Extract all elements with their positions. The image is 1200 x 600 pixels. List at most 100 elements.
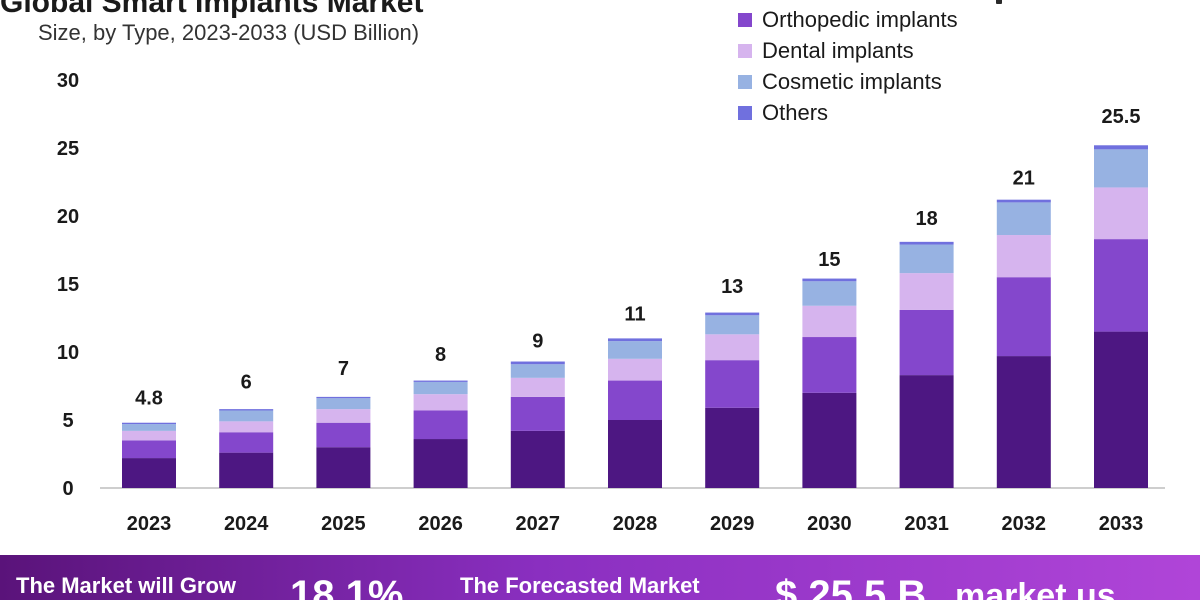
bar-segment xyxy=(996,356,1051,488)
bar-total-label: 7 xyxy=(338,358,349,380)
y-tick-label: 30 xyxy=(57,70,79,92)
legend-item-cosmetic: Cosmetic implants xyxy=(738,66,958,97)
bar-segment xyxy=(802,337,857,393)
bar-segment xyxy=(510,430,565,488)
bar-segment xyxy=(413,410,468,440)
bar-segment xyxy=(510,396,565,431)
y-tick-label: 5 xyxy=(62,410,73,432)
x-tick-label: 2030 xyxy=(807,513,852,535)
bar-segment xyxy=(899,241,954,245)
bar-segment xyxy=(802,305,857,338)
legend-label-dental: Dental implants xyxy=(762,37,914,63)
bar-segment xyxy=(219,421,274,433)
x-tick-label: 2027 xyxy=(516,513,561,535)
legend-swatch-cosmetic xyxy=(738,74,752,89)
x-tick-label: 2031 xyxy=(904,513,949,535)
bar-segment xyxy=(802,281,857,306)
legend-label-others: Others xyxy=(762,99,829,125)
stacked-bar-chart: 0510152025304.82023620247202582026920271… xyxy=(57,70,1165,535)
bar-segment xyxy=(219,409,274,411)
legend-swatch-dental xyxy=(738,43,752,58)
bar-segment xyxy=(705,407,760,488)
legend-label-orthopedic: Orthopedic implants xyxy=(762,6,958,32)
bar-segment xyxy=(219,452,274,488)
bar-segment xyxy=(608,358,662,381)
bar-segment xyxy=(122,424,176,431)
bar-segment xyxy=(122,430,176,441)
bar-segment xyxy=(316,396,371,399)
bar-segment xyxy=(705,315,760,335)
chart-subtitle: Size, by Type, 2023-2033 (USD Billion) xyxy=(38,20,420,45)
bar-segment xyxy=(219,432,274,453)
bar-segment xyxy=(899,375,954,488)
bar-segment xyxy=(1094,239,1148,332)
bar-segment xyxy=(608,420,662,488)
bar-total-label: 11 xyxy=(624,303,645,325)
legend-swatch-orthopedic xyxy=(738,12,752,27)
bar-total-label: 9 xyxy=(532,331,543,353)
chart-title: Global Smart Implants Market xyxy=(0,0,424,19)
y-tick-label: 20 xyxy=(57,206,79,228)
legend-fragment xyxy=(996,0,1002,4)
bar-segment xyxy=(996,199,1051,203)
bar-segment xyxy=(413,381,468,395)
legend-label-cosmetic: Cosmetic implants xyxy=(762,68,942,94)
bar-segment xyxy=(122,440,176,459)
bar-total-label: 6 xyxy=(241,371,252,393)
bar-segment xyxy=(316,447,371,488)
bar-total-label: 25.5 xyxy=(1102,106,1141,128)
bar-total-label: 21 xyxy=(1013,167,1035,189)
bar-segment xyxy=(608,338,662,342)
bar-segment xyxy=(899,244,954,274)
footer-grow-label: The Market will Grow xyxy=(16,573,237,598)
legend-item-orthopedic: Orthopedic implants xyxy=(738,4,958,35)
bar-total-label: 18 xyxy=(915,208,937,230)
bar-segment xyxy=(510,364,565,378)
bar-total-label: 15 xyxy=(818,249,840,271)
bar-segment xyxy=(802,392,857,488)
bar-segment xyxy=(316,398,371,410)
bar-segment xyxy=(1094,149,1148,188)
bar-total-label: 4.8 xyxy=(135,388,163,410)
bar-segment xyxy=(316,409,371,423)
bar-segment xyxy=(705,360,760,408)
x-tick-label: 2033 xyxy=(1099,513,1144,535)
bar-segment xyxy=(705,334,760,361)
bar-segment xyxy=(510,361,565,365)
legend-item-dental: Dental implants xyxy=(738,35,958,66)
y-tick-label: 10 xyxy=(57,342,79,364)
bar-segment xyxy=(219,410,274,422)
x-tick-label: 2023 xyxy=(127,513,172,535)
footer-forecast-label: The Forecasted Market xyxy=(460,573,700,598)
footer-banner: The Market will Grow 18.1% The Forecaste… xyxy=(0,555,1200,600)
bar-segment xyxy=(122,422,176,425)
bar-segment xyxy=(122,458,176,488)
x-tick-label: 2028 xyxy=(613,513,658,535)
footer-forecast-value: $ 25.5 B xyxy=(775,573,927,600)
bar-segment xyxy=(1094,145,1148,150)
bar-segment xyxy=(316,422,371,448)
bar-segment xyxy=(413,394,468,411)
bar-segment xyxy=(996,277,1051,357)
bar-segment xyxy=(996,202,1051,236)
bar-total-label: 8 xyxy=(435,344,446,366)
bar-segment xyxy=(899,273,954,310)
y-tick-label: 15 xyxy=(57,274,79,296)
legend-item-others: Others xyxy=(738,97,958,128)
bar-segment xyxy=(996,235,1051,278)
legend-swatch-others xyxy=(738,105,752,120)
bar-segment xyxy=(802,278,857,282)
legend: Orthopedic implants Dental implants Cosm… xyxy=(738,4,958,128)
footer-brand-logo: market.us xyxy=(955,577,1116,600)
x-tick-label: 2029 xyxy=(710,513,755,535)
bar-segment xyxy=(705,312,760,316)
y-tick-label: 0 xyxy=(62,478,73,500)
bar-segment xyxy=(1094,331,1148,488)
x-tick-label: 2032 xyxy=(1002,513,1047,535)
x-tick-label: 2025 xyxy=(321,513,366,535)
bar-segment xyxy=(608,341,662,359)
bar-total-label: 13 xyxy=(721,276,743,298)
footer-cagr-value: 18.1% xyxy=(290,573,404,600)
y-tick-label: 25 xyxy=(57,138,79,160)
x-tick-label: 2024 xyxy=(224,513,269,535)
